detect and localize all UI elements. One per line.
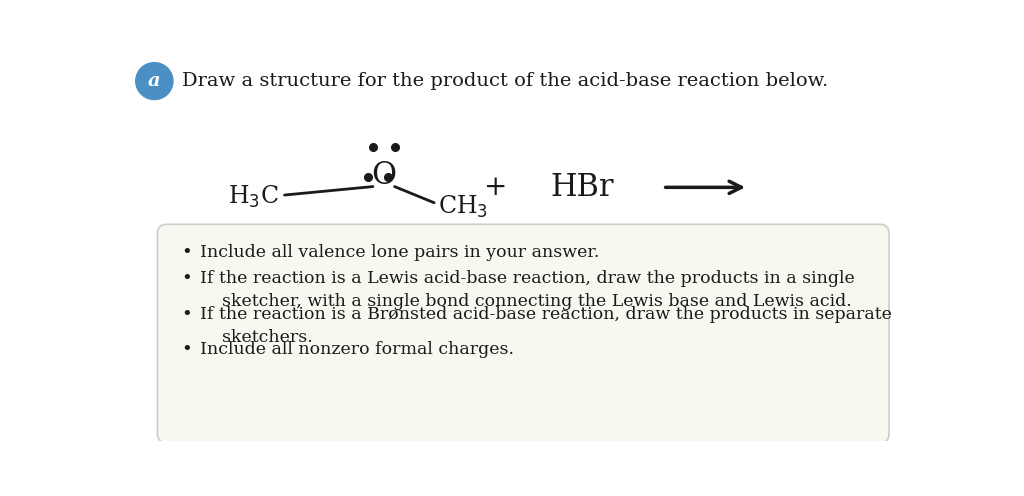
- FancyBboxPatch shape: [158, 224, 889, 443]
- Text: O: O: [371, 160, 396, 191]
- Text: •: •: [181, 306, 191, 324]
- Text: CH$_3$: CH$_3$: [438, 193, 488, 220]
- Text: +: +: [484, 174, 508, 201]
- Text: •: •: [181, 270, 191, 288]
- Text: •: •: [181, 341, 191, 359]
- Text: •: •: [181, 245, 191, 262]
- Text: If the reaction is a Lewis acid-base reaction, draw the products in a single
   : If the reaction is a Lewis acid-base rea…: [200, 270, 855, 310]
- Text: Draw a structure for the product of the acid-base reaction below.: Draw a structure for the product of the …: [182, 72, 828, 90]
- Text: If the reaction is a Brønsted acid-base reaction, draw the products in separate
: If the reaction is a Brønsted acid-base …: [200, 306, 892, 346]
- Text: HBr: HBr: [550, 172, 613, 203]
- Text: Include all valence lone pairs in your answer.: Include all valence lone pairs in your a…: [200, 245, 599, 261]
- Text: Include all nonzero formal charges.: Include all nonzero formal charges.: [200, 341, 514, 358]
- Text: a: a: [148, 72, 161, 90]
- Circle shape: [136, 62, 173, 100]
- Text: H$_3$C: H$_3$C: [228, 184, 280, 210]
